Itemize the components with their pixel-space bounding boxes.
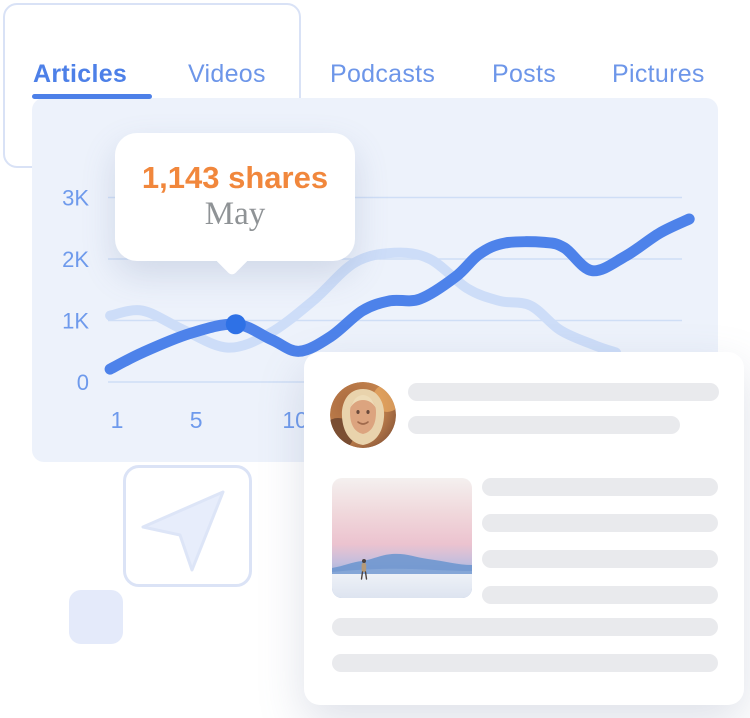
paper-plane-box (123, 465, 252, 587)
tab-articles[interactable]: Articles (33, 60, 128, 88)
tab-posts[interactable]: Posts (492, 60, 557, 88)
x-axis-tick-label: 10 (282, 407, 308, 433)
paper-plane-send-icon (141, 490, 225, 572)
desert-landscape-photo (332, 478, 472, 598)
post-card (304, 352, 744, 705)
selected-point-marker[interactable] (225, 314, 246, 335)
placeholder-bar (332, 618, 718, 636)
chart-plot-area[interactable]: 3K 2K 1K 01 5 10 (32, 98, 718, 462)
woman-portrait-avatar (330, 382, 396, 448)
decorative-filled-square (69, 590, 123, 644)
y-axis-tick-label: 2K (62, 247, 89, 272)
placeholder-bar (332, 654, 718, 672)
tab-pictures[interactable]: Pictures (612, 60, 705, 88)
chart-tooltip: 1,143 shares May (115, 133, 355, 277)
y-axis-tick-label: 3K (62, 186, 89, 211)
user-avatar[interactable] (330, 382, 396, 448)
y-axis-tick-label: 0 (77, 370, 89, 395)
placeholder-bar (408, 383, 719, 401)
x-axis-tick-label: 1 (111, 407, 124, 433)
tab-podcasts[interactable]: Podcasts (330, 60, 436, 88)
x-axis-tick-label: 5 (190, 407, 203, 433)
placeholder-bar (482, 514, 718, 532)
post-photo[interactable] (332, 478, 472, 598)
placeholder-bar (482, 478, 718, 496)
y-axis-tick-label: 1K (62, 309, 89, 334)
placeholder-bar (408, 416, 680, 434)
tooltip-shares-value: 1,143 shares (141, 160, 329, 196)
tab-videos[interactable]: Videos (188, 60, 266, 88)
active-tab-underline (32, 94, 152, 99)
placeholder-bar (482, 586, 718, 604)
placeholder-bar (482, 550, 718, 568)
tooltip-month-label: May (204, 195, 266, 232)
